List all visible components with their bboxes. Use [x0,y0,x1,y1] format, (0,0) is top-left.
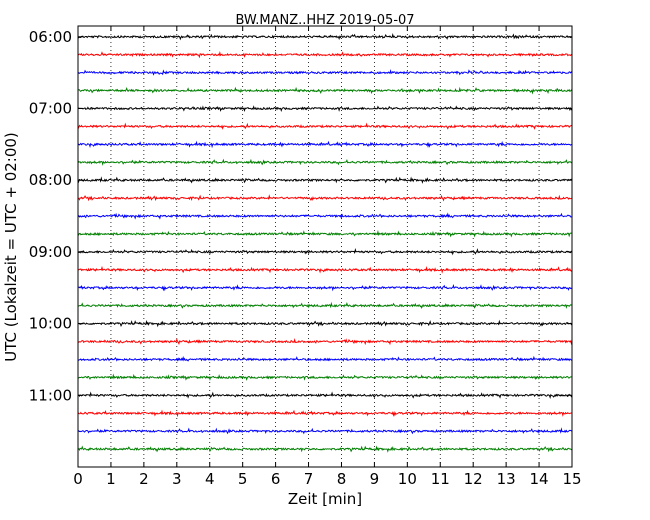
x-tick-label: 6 [271,470,281,488]
trace-1015 [77,338,573,346]
trace-1045 [77,373,573,381]
y-tick-label: 08:00 [29,171,72,189]
trace-1115 [77,409,573,418]
trace-0745 [77,158,573,166]
x-tick-label: 7 [304,470,314,488]
x-tick-label: 8 [337,470,347,488]
traces [77,32,573,453]
y-tick-label: 09:00 [29,243,72,261]
x-axis-label: Zeit [min] [288,490,362,508]
x-tick-label: 9 [370,470,380,488]
grid [110,26,540,467]
trace-0815 [77,194,573,202]
chart-title: BW.MANZ..HHZ 2019-05-07 [235,13,414,28]
x-tick-label: 12 [464,470,483,488]
trace-0800 [77,176,573,184]
trace-0945 [77,301,573,309]
x-tick-label: 1 [106,470,116,488]
trace-1130 [77,427,573,435]
trace-0845 [77,229,573,238]
trace-0730 [77,140,573,149]
x-tick-label: 11 [431,470,450,488]
x-tick-label: 3 [172,470,182,488]
trace-1030 [77,355,573,362]
y-tick-label: 07:00 [29,99,72,117]
trace-0600 [77,32,573,41]
x-tick-label: 4 [205,470,215,488]
trace-0630 [77,69,573,76]
x-tick-label: 0 [73,470,83,488]
plot-frame [77,25,573,468]
y-tick-label: 10:00 [29,315,72,333]
y-axis: 06:00 07:00 08:00 09:00 10:00 11:00 [29,28,572,404]
x-tick-label: 15 [562,470,581,488]
y-axis-label: UTC (Lokalzeit = UTC + 02:00) [2,132,20,362]
x-tick-label: 10 [398,470,417,488]
trace-0830 [77,212,573,220]
trace-1000 [77,319,573,328]
y-tick-label: 06:00 [29,28,72,46]
trace-0715 [77,122,573,130]
trace-0645 [77,86,573,95]
trace-0700 [77,105,573,113]
trace-0930 [77,284,573,292]
trace-0900 [77,247,573,256]
x-tick-label: 5 [238,470,248,488]
x-tick-label: 2 [139,470,149,488]
trace-0615 [77,51,573,59]
trace-0915 [77,265,573,274]
trace-1100 [77,391,573,400]
x-tick-label: 13 [497,470,516,488]
x-tick-label: 14 [530,470,549,488]
x-axis: 0 1 2 3 4 5 6 7 8 9 10 11 12 13 14 15 [73,26,582,488]
y-tick-label: 11:00 [29,386,72,404]
trace-1145 [77,445,573,453]
